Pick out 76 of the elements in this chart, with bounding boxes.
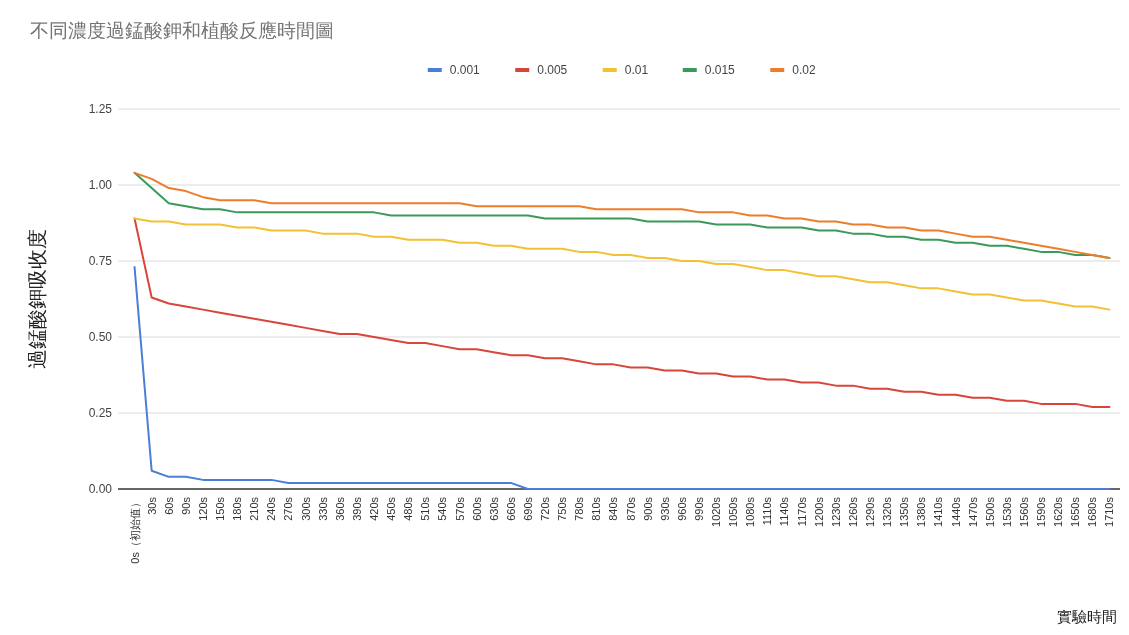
x-tick-label: 660s <box>504 496 517 521</box>
chart-title: 不同濃度過錳酸鉀和植酸反應時間圖 <box>30 20 334 41</box>
x-tick-label: 1440s <box>949 496 962 527</box>
y-tick-label: 0.25 <box>88 406 113 420</box>
y-tick-label: 0.75 <box>88 254 113 268</box>
legend-label: 0.02 <box>792 63 816 77</box>
x-tick-label: 540s <box>436 496 449 521</box>
x-tick-label: 120s <box>196 496 209 521</box>
x-tick-label: 390s <box>350 496 363 521</box>
x-tick-label: 810s <box>590 496 603 521</box>
x-tick-label: 1710s <box>1103 496 1116 527</box>
line-series <box>133 171 1111 259</box>
line-series <box>133 217 1111 311</box>
x-tick-label: 1200s <box>812 496 825 527</box>
x-tick-label: 1020s <box>710 496 723 527</box>
x-tick-label: 210s <box>248 496 261 521</box>
x-tick-label: 420s <box>368 496 380 521</box>
x-tick-label: 750s <box>556 496 569 521</box>
x-tick-label: 1140s <box>778 496 791 527</box>
x-tick-label: 60s <box>162 496 175 515</box>
x-tick-label: 1620s <box>1052 496 1065 527</box>
x-tick-label: 1110s <box>761 496 774 526</box>
x-tick-label: 600s <box>470 496 483 521</box>
x-tick-label: 150s <box>214 496 227 521</box>
y-tick-label: 1.00 <box>88 178 113 192</box>
y-axis-title: 過錳酸鉀吸收度 <box>26 229 48 369</box>
x-tick-label: 270s <box>282 496 295 521</box>
x-tick-label: 480s <box>402 496 415 521</box>
x-tick-label: 1560s <box>1017 496 1030 527</box>
x-tick-label: 1170s <box>795 496 808 527</box>
x-tick-label: 1590s <box>1035 496 1048 527</box>
legend-label: 0.001 <box>449 63 481 77</box>
x-axis-title: 實驗時間 <box>1057 608 1117 625</box>
x-tick-label: 1380s <box>915 496 928 527</box>
x-tick-label: 450s <box>385 496 398 521</box>
x-tick-label: 240s <box>265 496 278 521</box>
x-tick-label: 900s <box>641 496 654 521</box>
x-tick-label: 1500s <box>983 496 996 527</box>
x-tick-label: 690s <box>521 496 534 521</box>
legend-label: 0.015 <box>704 63 736 77</box>
line-series <box>133 266 1111 490</box>
x-tick-label: 30s <box>145 496 158 515</box>
x-tick-label: 1530s <box>1000 496 1013 527</box>
x-tick-label: 1290s <box>864 496 876 527</box>
legend-label: 0.01 <box>624 63 649 77</box>
x-tick-label: 630s <box>487 496 500 521</box>
x-tick-label: 510s <box>419 496 432 521</box>
x-tick-label: 840s <box>607 496 620 521</box>
x-tick-label: 1470s <box>966 496 979 527</box>
x-tick-label: 570s <box>453 496 466 521</box>
x-tick-label: 180s <box>231 496 244 521</box>
line-series <box>133 217 1111 408</box>
x-tick-label: 1650s <box>1069 496 1082 527</box>
legend-label: 0.005 <box>537 63 568 77</box>
x-tick-label: 780s <box>573 496 586 521</box>
x-tick-label: 1320s <box>881 496 894 527</box>
x-tick-label: 990s <box>692 496 705 521</box>
x-tick-label: 1230s <box>829 496 842 527</box>
y-tick-label: 1.25 <box>88 102 113 116</box>
x-tick-label: 0s（初始值） <box>128 497 141 564</box>
x-tick-label: 1050s <box>727 496 740 527</box>
y-tick-label: 0.00 <box>88 482 113 496</box>
x-tick-label: 1350s <box>898 496 911 527</box>
x-tick-label: 930s <box>658 496 671 521</box>
x-tick-label: 90s <box>179 496 192 515</box>
y-tick-label: 0.50 <box>88 330 113 344</box>
x-tick-label: 300s <box>299 496 312 521</box>
x-tick-label: 720s <box>539 496 552 521</box>
x-tick-label: 870s <box>624 496 637 521</box>
x-tick-label: 1680s <box>1086 496 1099 527</box>
x-tick-label: 960s <box>675 496 688 521</box>
x-tick-label: 360s <box>333 496 346 521</box>
x-tick-label: 1260s <box>846 496 859 527</box>
x-tick-label: 330s <box>316 496 329 521</box>
x-tick-label: 1080s <box>744 496 757 527</box>
x-tick-label: 1410s <box>932 496 945 527</box>
